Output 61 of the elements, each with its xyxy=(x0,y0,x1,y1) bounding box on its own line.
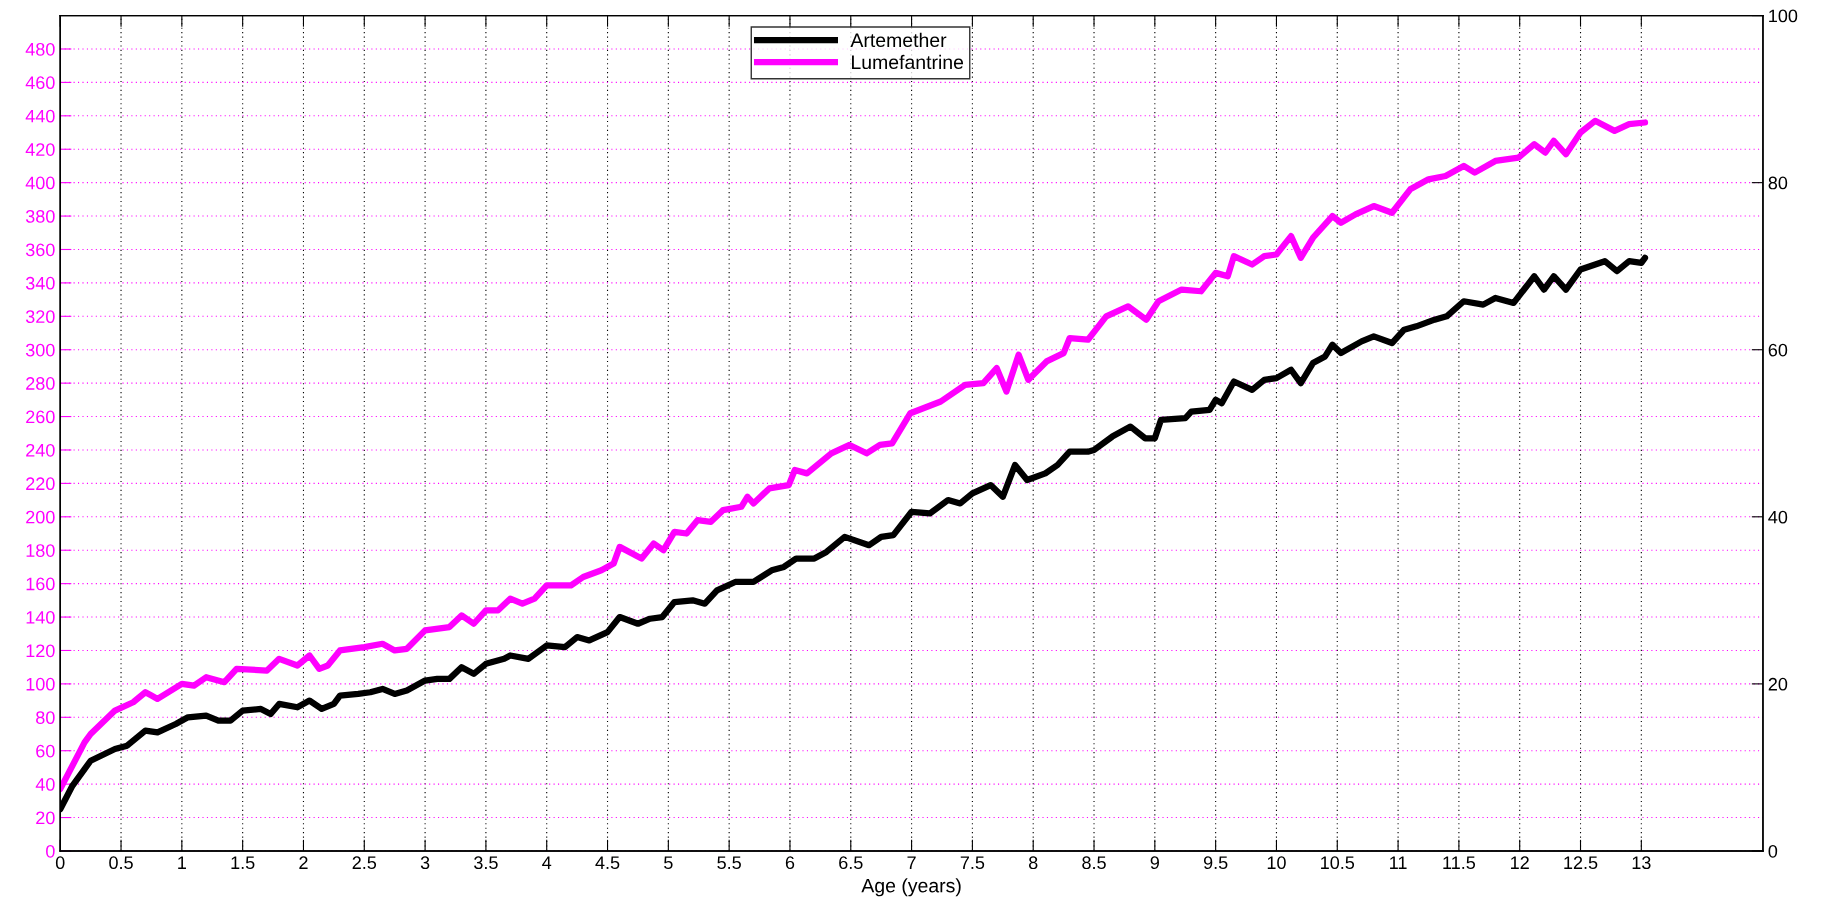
x-tick-label: 2.5 xyxy=(352,856,377,870)
y-tick-label: 20 xyxy=(36,811,55,825)
y-tick-label: 160 xyxy=(26,577,55,591)
x-tick-label: 13 xyxy=(1632,856,1651,870)
y-tick-label: 360 xyxy=(25,243,55,257)
x-tick-label: 2 xyxy=(299,856,308,869)
x-tick-label: 8 xyxy=(1028,856,1038,870)
x-tick-label: 3.5 xyxy=(474,856,498,870)
y-tick-label: 420 xyxy=(25,143,55,156)
y-tick-label: 380 xyxy=(25,210,55,223)
x-tick-label: 11.5 xyxy=(1443,856,1476,870)
x-tick-label: 7 xyxy=(907,856,916,869)
x-tick-label: 12 xyxy=(1511,856,1529,869)
y-tick-label: 320 xyxy=(25,310,55,324)
y-tick-label: 220 xyxy=(26,477,55,491)
x-tick-label: 10 xyxy=(1267,856,1286,870)
y-tick-label: 80 xyxy=(36,711,55,725)
x-tick-label: 9 xyxy=(1150,856,1159,870)
x-tick-label: 7.5 xyxy=(960,856,985,870)
y2-tick-label: 40 xyxy=(1768,510,1788,524)
y-tick-label: 120 xyxy=(26,644,55,658)
y2-tick-label: 80 xyxy=(1768,176,1788,190)
y-tick-label: 400 xyxy=(25,176,55,190)
x-tick-label: 4.5 xyxy=(595,856,620,870)
y2-tick-label: 100 xyxy=(1769,9,1798,23)
y-tick-label: 240 xyxy=(26,443,55,457)
y-tick-label: 480 xyxy=(25,42,55,56)
x-tick-label: 12.5 xyxy=(1564,856,1598,870)
x-tick-label: 4 xyxy=(542,856,552,869)
x-tick-label: 10.5 xyxy=(1321,856,1355,870)
y-tick-label: 180 xyxy=(26,544,55,557)
legend-label: Lumefantrine xyxy=(852,54,964,70)
x-tick-label: 6 xyxy=(785,856,795,870)
legend-label: Artemether xyxy=(850,32,947,48)
x-tick-label: 0 xyxy=(55,856,65,870)
y-tick-label: 280 xyxy=(26,377,55,390)
x-tick-label: 11 xyxy=(1390,856,1407,869)
y-tick-label: 200 xyxy=(26,510,55,524)
y2-tick-label: 20 xyxy=(1768,677,1788,691)
y-tick-label: 60 xyxy=(36,744,55,758)
y-tick-label: 260 xyxy=(26,410,55,424)
y-tick-label: 300 xyxy=(25,343,55,357)
x-tick-label: 9.5 xyxy=(1203,856,1228,870)
x-tick-label: 5.5 xyxy=(717,856,741,870)
x-tick-label: 0.5 xyxy=(109,856,133,870)
x-tick-label: 6.5 xyxy=(839,856,863,870)
y-tick-label: 100 xyxy=(26,677,55,691)
x-tick-label: 8.5 xyxy=(1082,856,1106,870)
y2-tick-label: 60 xyxy=(1768,343,1788,357)
x-tick-label: 1 xyxy=(178,856,186,869)
y-tick-label: 40 xyxy=(35,778,55,791)
y-tick-label: 140 xyxy=(26,610,55,624)
x-tick-label: 5 xyxy=(664,856,673,870)
y-tick-label: 440 xyxy=(25,109,55,123)
x-axis-title: Age (years) xyxy=(861,878,961,897)
x-tick-label: 3 xyxy=(420,856,430,870)
y-tick-label: 0 xyxy=(46,844,55,858)
y-tick-label: 460 xyxy=(25,76,55,90)
y-tick-label: 340 xyxy=(25,276,55,290)
x-tick-label: 1.5 xyxy=(231,856,255,870)
y2-tick-label: 0 xyxy=(1768,844,1778,858)
